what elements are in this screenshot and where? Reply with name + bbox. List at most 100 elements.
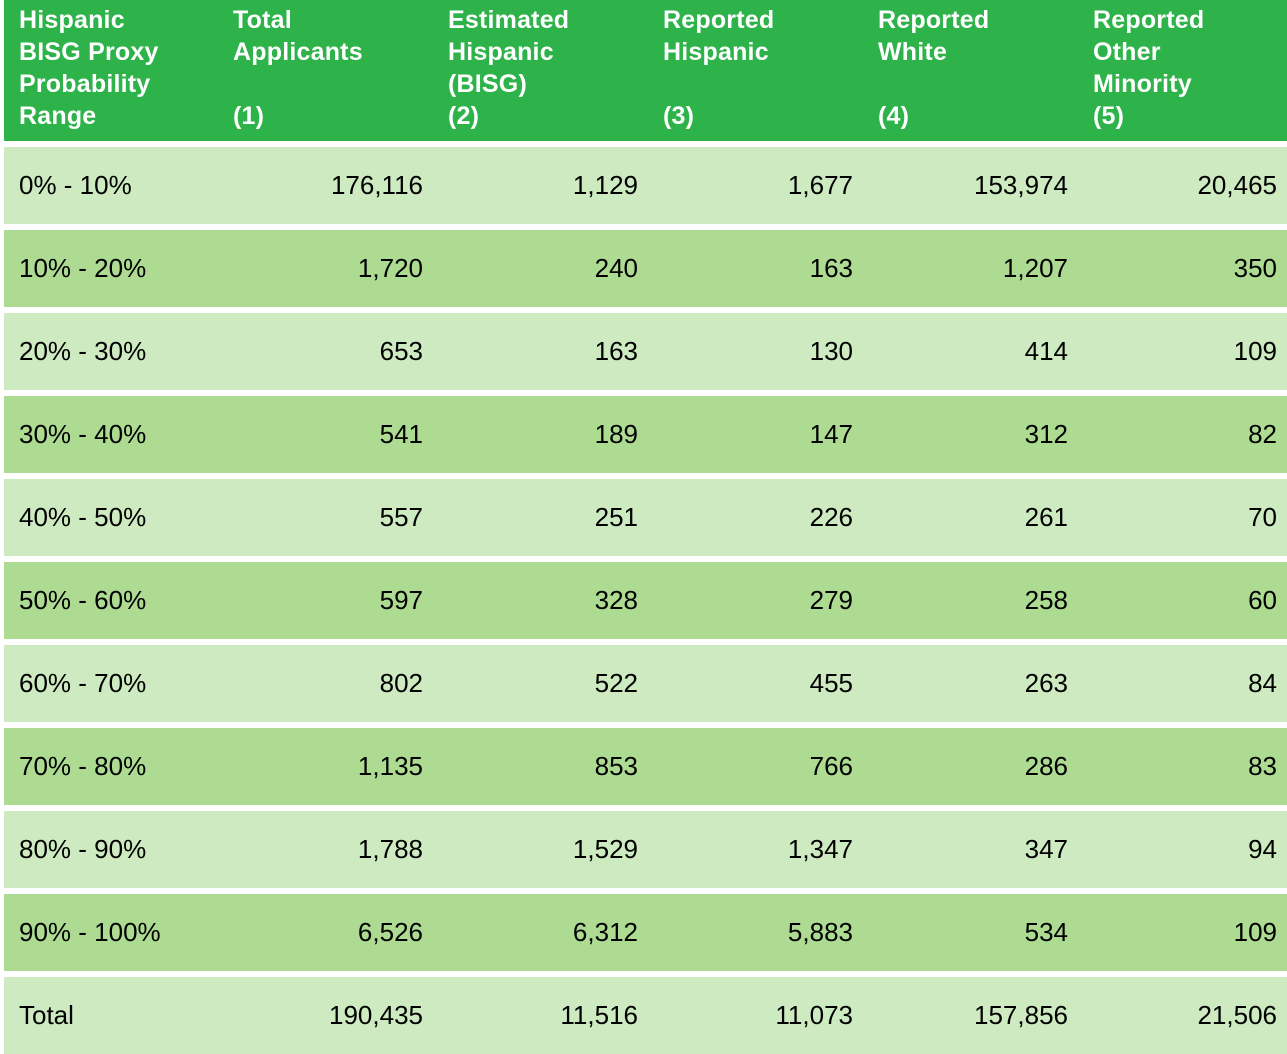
table-row: 90% - 100% 6,526 6,312 5,883 534 109 xyxy=(4,894,1287,971)
header-line: Estimated xyxy=(448,6,570,34)
header-line xyxy=(878,68,1066,100)
row-separator xyxy=(4,307,1287,313)
table-row: 60% - 70% 802 522 455 263 84 xyxy=(4,645,1287,722)
reported-white-cell: 286 xyxy=(863,728,1078,805)
range-cell: 50% - 60% xyxy=(4,562,218,639)
header-line: (BISG) xyxy=(448,70,527,98)
reported-hispanic-cell: 5,883 xyxy=(648,894,863,971)
table-row: 70% - 80% 1,135 853 766 286 83 xyxy=(4,728,1287,805)
total-applicants-cell: 6,526 xyxy=(218,894,433,971)
range-cell: 60% - 70% xyxy=(4,645,218,722)
row-separator-cell xyxy=(4,888,1287,894)
row-separator-cell xyxy=(4,224,1287,230)
reported-other-minority-cell: 70 xyxy=(1078,479,1287,556)
header-line xyxy=(663,68,851,100)
reported-white-cell: 153,974 xyxy=(863,147,1078,224)
row-separator-cell xyxy=(4,556,1287,562)
row-separator-cell xyxy=(4,805,1287,811)
header-row: Hispanic BISG Proxy Probability Range Total A… xyxy=(4,0,1287,141)
estimated-hispanic-cell: 240 xyxy=(433,230,648,307)
header-line: BISG Proxy xyxy=(19,38,159,66)
table-row: 40% - 50% 557 251 226 261 70 xyxy=(4,479,1287,556)
estimated-hispanic-cell: 163 xyxy=(433,313,648,390)
total-applicants-cell: 1,135 xyxy=(218,728,433,805)
total-applicants-cell: 597 xyxy=(218,562,433,639)
row-separator xyxy=(4,888,1287,894)
header-line: Hispanic xyxy=(19,6,125,34)
header-line: Reported xyxy=(878,6,990,34)
total-applicants-cell: 557 xyxy=(218,479,433,556)
reported-white-cell: 312 xyxy=(863,396,1078,473)
table-body: 0% - 10% 176,116 1,129 1,677 153,974 20,465 10… xyxy=(4,141,1287,1054)
estimated-hispanic-cell: 11,516 xyxy=(433,977,648,1054)
header-total-applicants: Total Applicants (1) xyxy=(218,0,433,141)
reported-hispanic-cell: 1,677 xyxy=(648,147,863,224)
reported-white-cell: 263 xyxy=(863,645,1078,722)
reported-hispanic-cell: 147 xyxy=(648,396,863,473)
total-applicants-cell: 1,720 xyxy=(218,230,433,307)
reported-other-minority-cell: 94 xyxy=(1078,811,1287,888)
range-cell: 20% - 30% xyxy=(4,313,218,390)
row-separator xyxy=(4,971,1287,977)
reported-hispanic-cell: 226 xyxy=(648,479,863,556)
row-separator xyxy=(4,556,1287,562)
row-separator xyxy=(4,805,1287,811)
total-row: Total 190,435 11,516 11,073 157,856 21,506 xyxy=(4,977,1287,1054)
header-line: Hispanic xyxy=(448,38,554,66)
header-line: Probability xyxy=(19,70,151,98)
estimated-hispanic-cell: 853 xyxy=(433,728,648,805)
header-line: Other xyxy=(1093,38,1161,66)
table-row: 20% - 30% 653 163 130 414 109 xyxy=(4,313,1287,390)
range-cell: 80% - 90% xyxy=(4,811,218,888)
row-separator-cell xyxy=(4,141,1287,147)
table-header: Hispanic BISG Proxy Probability Range Total A… xyxy=(4,0,1287,141)
reported-hispanic-cell: 1,347 xyxy=(648,811,863,888)
total-applicants-cell: 176,116 xyxy=(218,147,433,224)
estimated-hispanic-cell: 6,312 xyxy=(433,894,648,971)
header-line: Minority xyxy=(1093,70,1192,98)
reported-other-minority-cell: 84 xyxy=(1078,645,1287,722)
hispanic-bisg-table: Hispanic BISG Proxy Probability Range Total A… xyxy=(4,0,1287,1054)
header-line: Range xyxy=(19,102,97,130)
reported-other-minority-cell: 109 xyxy=(1078,313,1287,390)
header-line: Total xyxy=(233,6,292,34)
row-separator-cell xyxy=(4,722,1287,728)
row-separator xyxy=(4,473,1287,479)
header-reported-white: Reported White (4) xyxy=(863,0,1078,141)
reported-other-minority-cell: 21,506 xyxy=(1078,977,1287,1054)
range-cell: 30% - 40% xyxy=(4,396,218,473)
reported-white-cell: 258 xyxy=(863,562,1078,639)
row-separator-cell xyxy=(4,639,1287,645)
header-line: Reported xyxy=(663,6,775,34)
header-line: (2) xyxy=(448,102,480,130)
reported-other-minority-cell: 83 xyxy=(1078,728,1287,805)
reported-white-cell: 261 xyxy=(863,479,1078,556)
range-cell: 70% - 80% xyxy=(4,728,218,805)
header-line xyxy=(233,68,421,100)
table-row: 50% - 60% 597 328 279 258 60 xyxy=(4,562,1287,639)
estimated-hispanic-cell: 522 xyxy=(433,645,648,722)
reported-other-minority-cell: 20,465 xyxy=(1078,147,1287,224)
reported-white-cell: 347 xyxy=(863,811,1078,888)
row-separator xyxy=(4,224,1287,230)
reported-hispanic-cell: 766 xyxy=(648,728,863,805)
total-applicants-cell: 190,435 xyxy=(218,977,433,1054)
estimated-hispanic-cell: 328 xyxy=(433,562,648,639)
total-applicants-cell: 653 xyxy=(218,313,433,390)
reported-hispanic-cell: 163 xyxy=(648,230,863,307)
header-line: (5) xyxy=(1093,102,1125,130)
header-line: Applicants xyxy=(233,38,363,66)
header-line: Reported xyxy=(1093,6,1205,34)
total-applicants-cell: 541 xyxy=(218,396,433,473)
row-separator-cell xyxy=(4,307,1287,313)
reported-white-cell: 1,207 xyxy=(863,230,1078,307)
row-separator-cell xyxy=(4,971,1287,977)
reported-hispanic-cell: 279 xyxy=(648,562,863,639)
data-table-container: Hispanic BISG Proxy Probability Range Total A… xyxy=(4,0,1287,1054)
reported-hispanic-cell: 455 xyxy=(648,645,863,722)
reported-white-cell: 157,856 xyxy=(863,977,1078,1054)
row-separator xyxy=(4,722,1287,728)
estimated-hispanic-cell: 1,529 xyxy=(433,811,648,888)
row-separator-cell xyxy=(4,473,1287,479)
table-row: 10% - 20% 1,720 240 163 1,207 350 xyxy=(4,230,1287,307)
